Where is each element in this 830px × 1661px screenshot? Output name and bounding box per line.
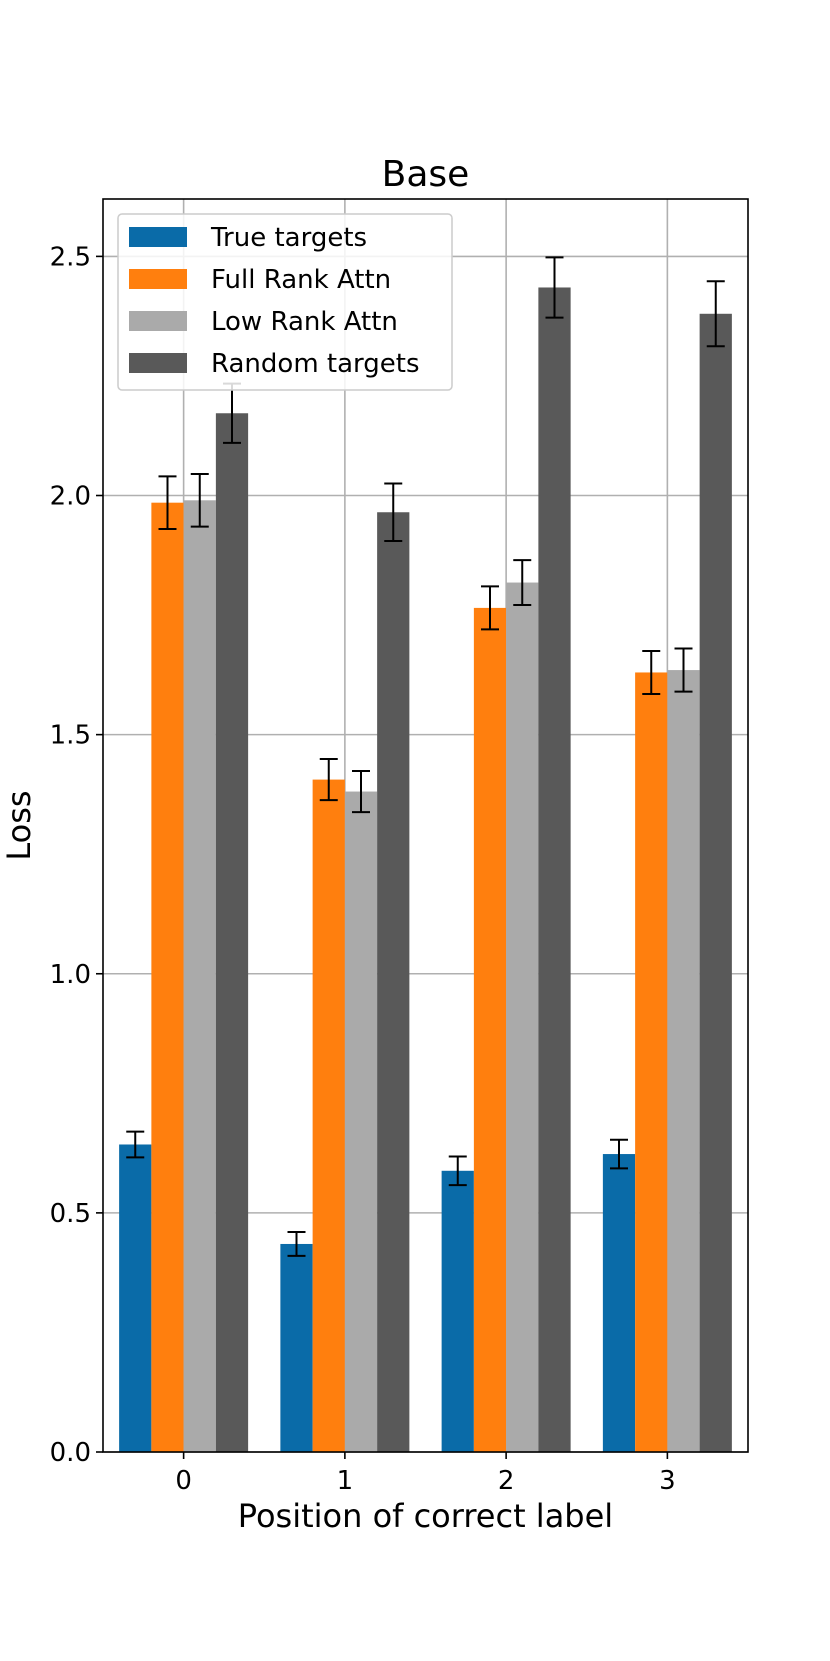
y-tick-label: 2.0 (50, 482, 91, 512)
plot-frame (102, 198, 749, 1453)
error-bars (126, 256, 725, 1257)
bars (119, 287, 732, 1453)
x-axis-label: Position of correct label (238, 1497, 613, 1535)
bar (602, 1154, 636, 1452)
bar (667, 670, 700, 1452)
legend-label: True targets (210, 223, 367, 253)
legend-label: Low Rank Attn (211, 307, 398, 337)
bar (312, 779, 345, 1452)
x-tick-label: 1 (337, 1466, 354, 1496)
y-tick-label: 1.5 (50, 721, 91, 751)
legend: True targets Full Rank Attn Low Rank Attn R… (117, 213, 453, 391)
legend-label: Full Rank Attn (211, 265, 391, 295)
x-tick-label: 3 (659, 1466, 676, 1496)
bar (377, 512, 410, 1452)
legend-swatch (129, 227, 187, 247)
bar (280, 1243, 313, 1452)
y-axis-label: Loss (0, 790, 38, 860)
bar (699, 313, 732, 1453)
legend-swatch (129, 353, 187, 373)
bar (183, 500, 216, 1452)
bar (635, 672, 668, 1452)
bar (538, 287, 571, 1452)
legend-label: Random targets (211, 349, 420, 379)
y-tick-label: 1.0 (50, 960, 91, 990)
bar (506, 582, 539, 1452)
bar (473, 607, 507, 1452)
bar (151, 502, 184, 1452)
axis-ticks: 0.0 0.5 1.0 1.5 2.0 2.5 0 1 2 3 (50, 242, 676, 1496)
y-tick-label: 2.5 (50, 242, 91, 272)
legend-swatch (129, 269, 187, 289)
bar (344, 791, 378, 1452)
y-tick-label: 0.5 (50, 1199, 91, 1229)
x-tick-label: 2 (498, 1466, 515, 1496)
bar (119, 1144, 152, 1452)
bar (441, 1170, 474, 1452)
legend-swatch (129, 311, 187, 331)
y-tick-label: 0.0 (50, 1438, 91, 1468)
legend-frame (117, 213, 453, 391)
chart-title: Base (382, 154, 470, 195)
x-tick-label: 0 (175, 1466, 192, 1496)
bar (215, 413, 249, 1453)
